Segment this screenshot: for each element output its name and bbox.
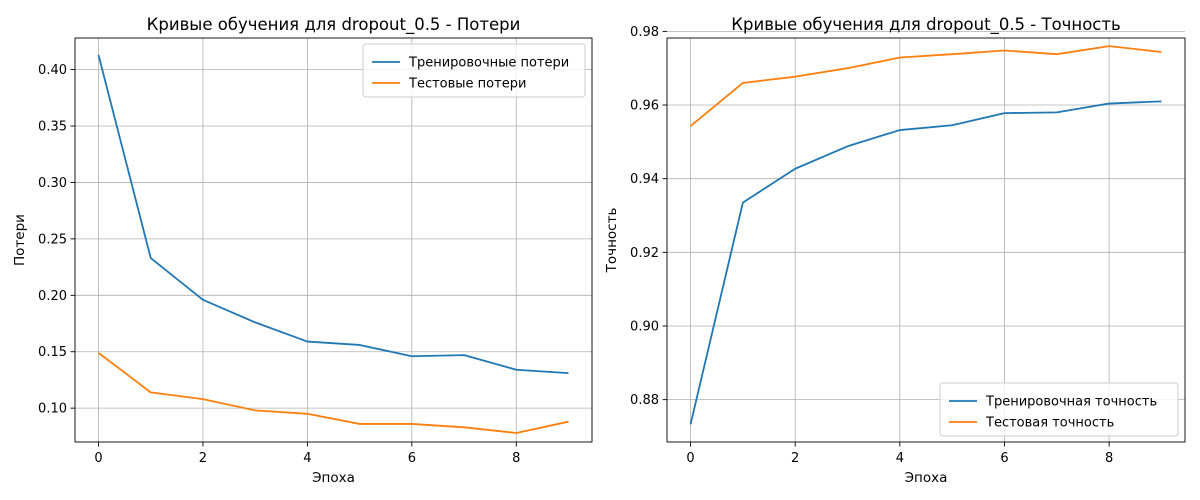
- y-tick-label: 0.15: [38, 345, 67, 360]
- y-tick-label: 0.40: [38, 63, 67, 78]
- x-axis-label: Эпоха: [312, 470, 355, 486]
- legend-label: Тренировочная точность: [985, 395, 1157, 410]
- chart-title: Кривые обучения для dropout_0.5 - Точнос…: [731, 15, 1120, 35]
- x-tick-label: 2: [199, 451, 207, 466]
- series-line-1: [689, 100, 1162, 425]
- y-axis-label: Потери: [12, 214, 28, 266]
- x-tick-label: 0: [686, 451, 694, 466]
- chart-panel-2: 0 2 4 6 8 0.88 0.90 0.92 0.94 0.96 0.98 Кривые обуч…: [604, 15, 1186, 486]
- legend-label: Тренировочные потери: [408, 56, 569, 71]
- legend: Тренировочные потери Тестовые потери: [362, 43, 586, 98]
- y-tick-label: 0.88: [630, 393, 659, 408]
- legend-label: Тестовые потери: [408, 77, 526, 92]
- x-tick-label: 8: [1105, 451, 1113, 466]
- y-tick-label: 0.25: [38, 232, 67, 247]
- legend-label: Тестовая точность: [985, 416, 1114, 431]
- x-tick-label: 4: [896, 451, 904, 466]
- y-tick-label: 0.10: [38, 402, 67, 417]
- legend-box: [939, 382, 1179, 437]
- legend: Тренировочная точность Тестовая точность: [939, 382, 1179, 437]
- y-tick-label: 0.20: [38, 289, 67, 304]
- y-tick-label: 0.92: [630, 246, 659, 261]
- x-tick-label: 0: [94, 451, 102, 466]
- axes-frame: [666, 37, 1186, 443]
- x-tick-label: 6: [408, 451, 416, 466]
- y-axis-label: Точность: [604, 208, 620, 274]
- y-tick-label: 0.30: [38, 176, 67, 191]
- y-tick-label: 0.96: [630, 99, 659, 114]
- series-line-1: [97, 54, 569, 375]
- chart-panel-1: 0 2 4 6 8 0.10 0.15 0.20 0.25 0.30 0.35 0.40 Кривые …: [12, 15, 593, 486]
- series-line-2: [97, 352, 569, 434]
- y-tick-label: 0.35: [38, 120, 67, 135]
- x-tick-label: 6: [1000, 451, 1008, 466]
- x-tick-label: 4: [303, 451, 311, 466]
- x-tick-label: 2: [791, 451, 799, 466]
- legend-box: [362, 43, 586, 98]
- chart-title: Кривые обучения для dropout_0.5 - Потери: [147, 15, 521, 35]
- x-axis-label: Эпоха: [905, 470, 948, 486]
- y-tick-label: 0.90: [630, 319, 659, 334]
- series-line-2: [689, 45, 1162, 127]
- x-tick-label: 8: [512, 451, 520, 466]
- axes-frame: [74, 37, 593, 443]
- y-tick-label: 0.94: [630, 172, 659, 187]
- y-tick-label: 0.98: [630, 25, 659, 40]
